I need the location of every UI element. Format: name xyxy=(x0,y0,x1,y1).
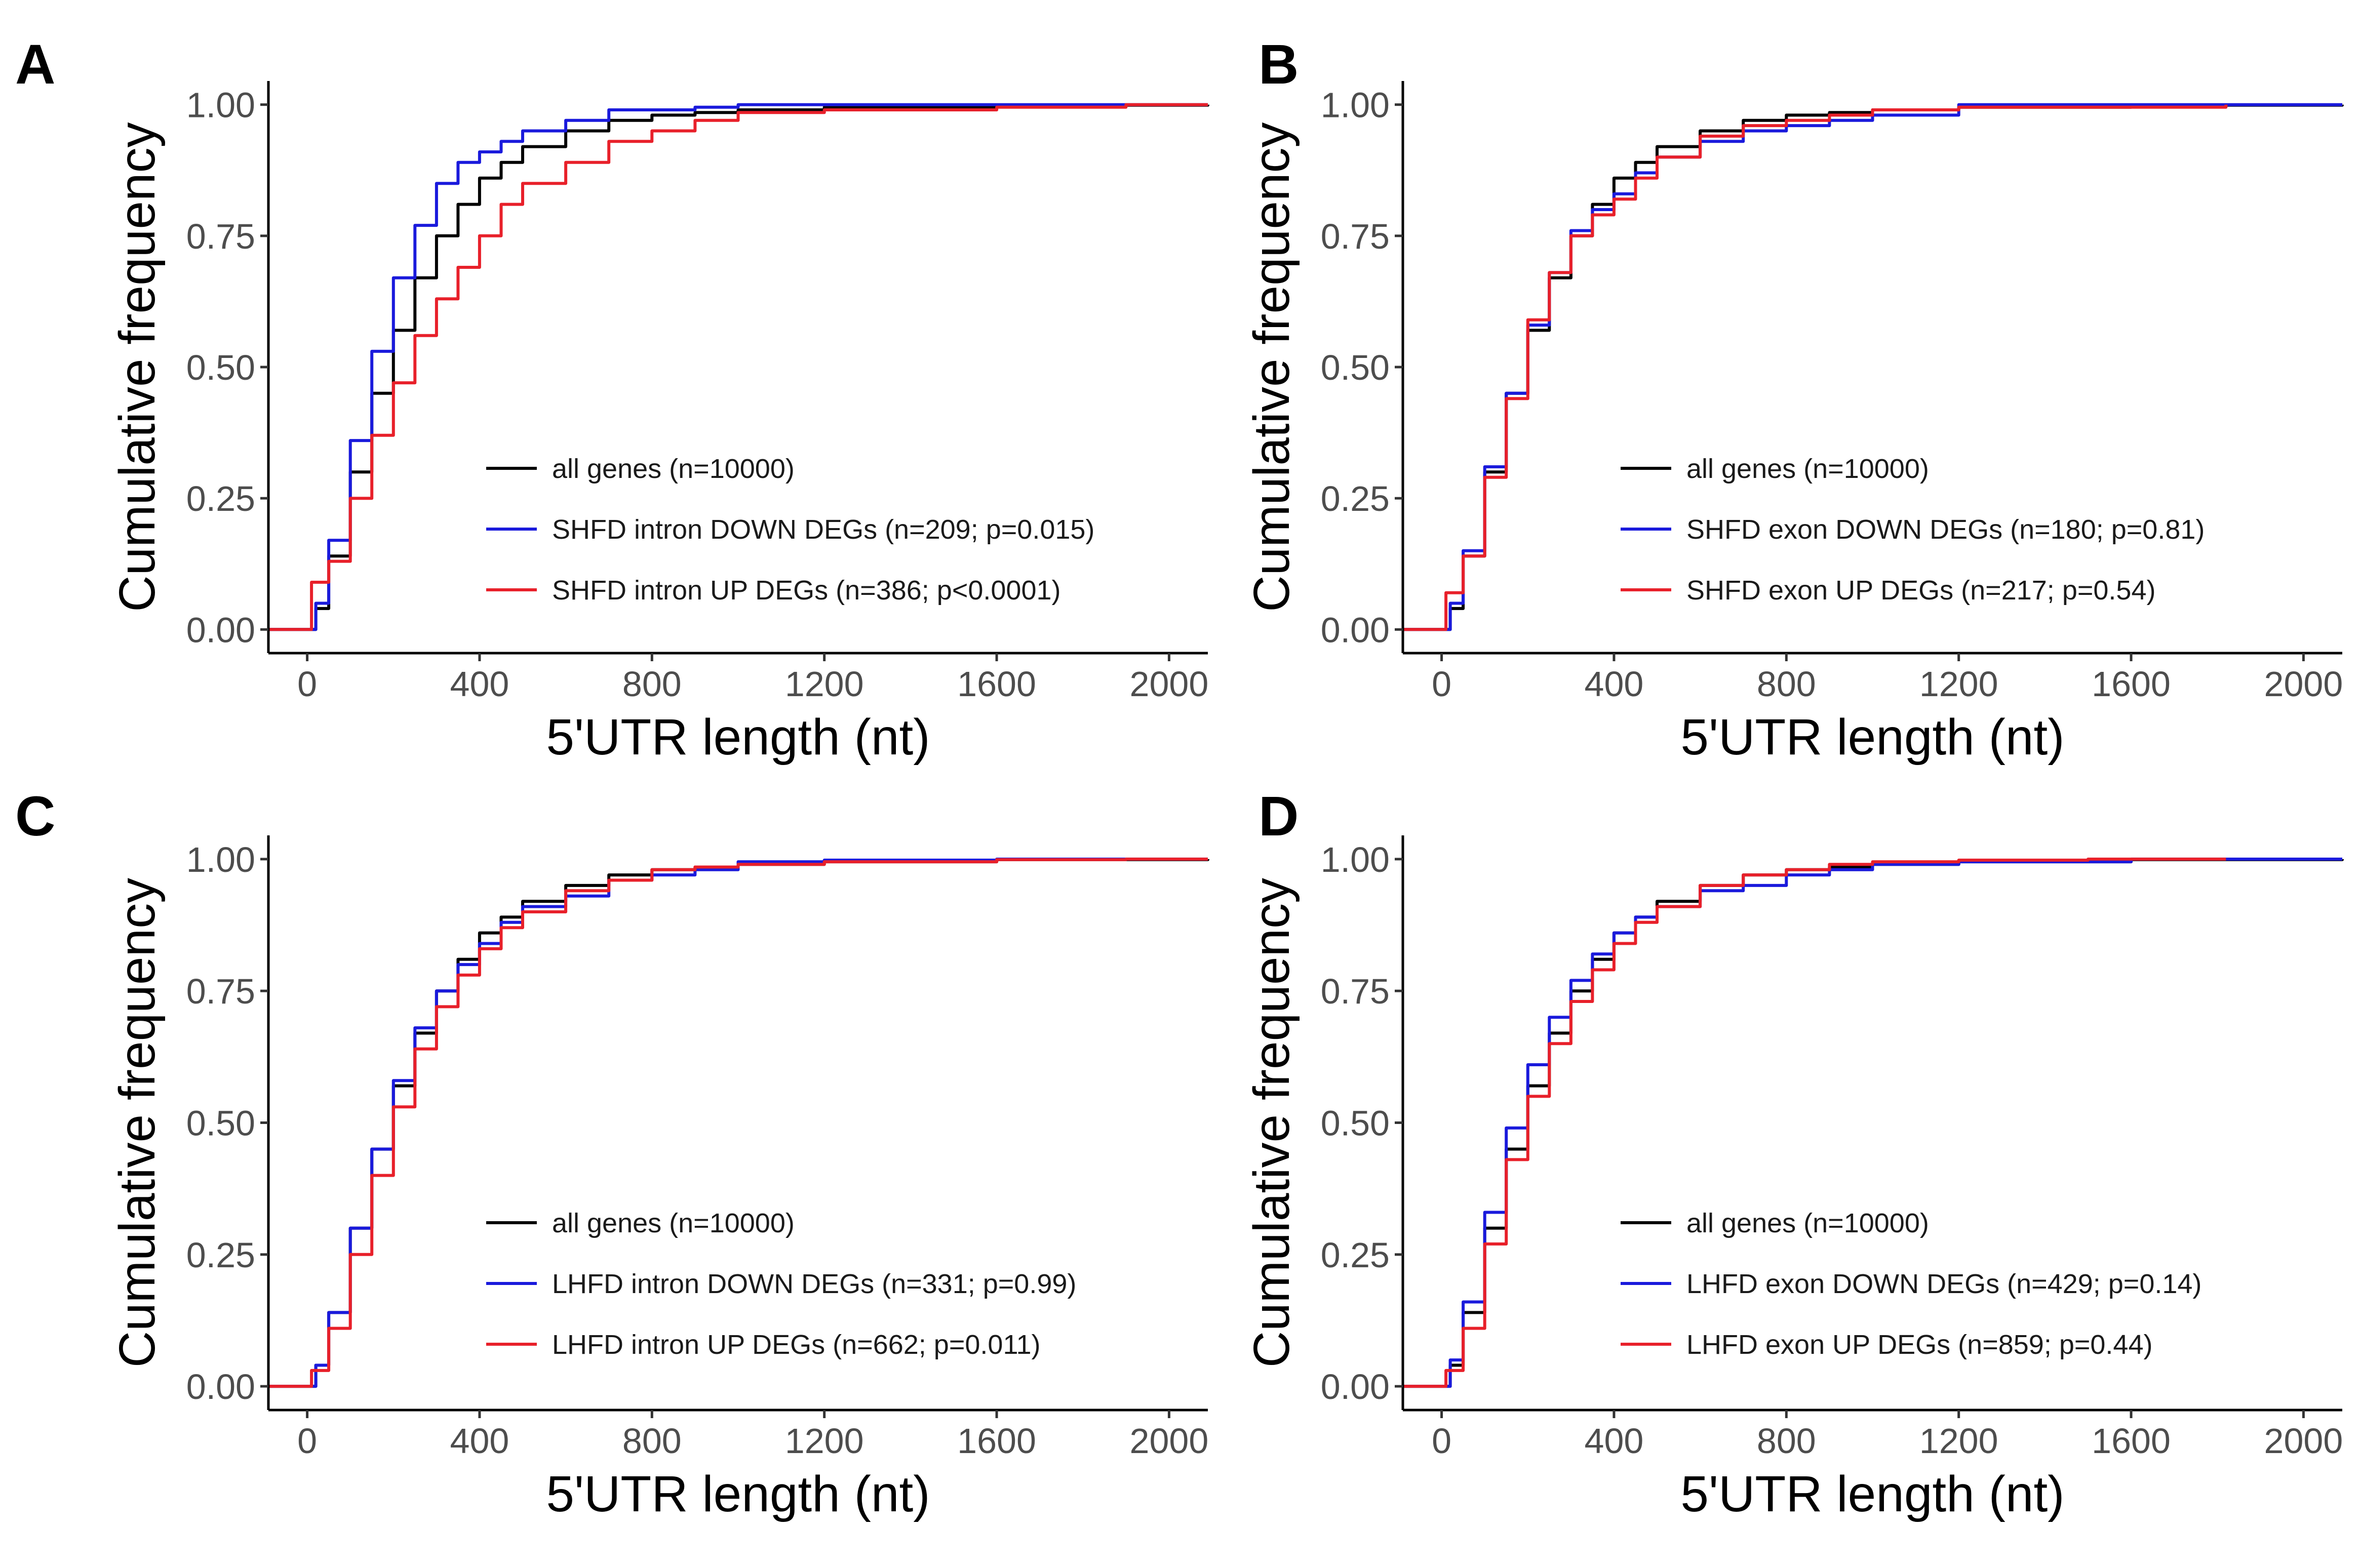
legend-label: all genes (n=10000) xyxy=(552,1208,795,1238)
x-tick-label: 1200 xyxy=(1919,664,1998,704)
x-tick-label: 800 xyxy=(622,664,682,704)
x-tick-label: 0 xyxy=(297,1421,317,1461)
y-tick-label: 0.00 xyxy=(1321,1367,1390,1406)
x-tick-label: 1200 xyxy=(1919,1421,1998,1461)
legend-label: all genes (n=10000) xyxy=(1686,1208,1929,1238)
series-line-all-genes xyxy=(268,858,1209,1388)
series-line-up-degs xyxy=(1403,857,2226,1388)
y-tick-label: 0.25 xyxy=(1321,1235,1390,1275)
x-tick-label: 800 xyxy=(1757,664,1816,704)
panel-b: B 0.00 0.25 0.50 0.75 1.00 0 400 800 1200 1600 2000… xyxy=(1243,33,2344,766)
x-tick-label: 0 xyxy=(1432,664,1451,704)
y-tick-label: 0.25 xyxy=(1321,479,1390,518)
y-tick-label: 1.00 xyxy=(1321,840,1390,879)
x-axis-title: 5'UTR length (nt) xyxy=(546,709,930,766)
series-line-down-degs xyxy=(1403,103,2342,631)
legend: all genes (n=10000) LHFD exon DOWN DEGs (… xyxy=(1621,1208,2201,1360)
y-tick-label: 0.50 xyxy=(1321,1104,1390,1143)
x-tick-label: 1600 xyxy=(957,1421,1036,1461)
panel-letter: C xyxy=(15,785,55,848)
x-tick-label: 400 xyxy=(450,1421,509,1461)
series-line-up-degs xyxy=(268,857,1208,1388)
x-axis-title: 5'UTR length (nt) xyxy=(546,1466,930,1522)
legend-label: SHFD exon DOWN DEGs (n=180; p=0.81) xyxy=(1686,514,2205,545)
legend-label: SHFD intron UP DEGs (n=386; p<0.0001) xyxy=(552,575,1061,606)
x-tick-label: 800 xyxy=(1757,1421,1816,1461)
y-tick-label: 0.25 xyxy=(186,1235,255,1275)
legend-label: LHFD exon DOWN DEGs (n=429; p=0.14) xyxy=(1686,1269,2201,1299)
y-tick-label: 0.75 xyxy=(186,972,255,1011)
series-line-down-degs xyxy=(268,103,1208,631)
y-axis-title: Cumulative frequency xyxy=(1243,878,1300,1368)
legend-label: LHFD intron DOWN DEGs (n=331; p=0.99) xyxy=(552,1269,1076,1299)
series-line-up-degs xyxy=(1403,104,2228,631)
x-axis-title: 5'UTR length (nt) xyxy=(1680,709,2064,766)
legend-label: all genes (n=10000) xyxy=(1686,454,1929,484)
series-line-down-degs xyxy=(268,857,1208,1388)
legend-label: LHFD intron UP DEGs (n=662; p=0.011) xyxy=(552,1330,1041,1360)
series-line-all-genes xyxy=(1403,858,2344,1388)
y-tick-label: 0.50 xyxy=(186,1104,255,1143)
y-axis-title: Cumulative frequency xyxy=(109,878,166,1368)
x-tick-label: 1600 xyxy=(2092,664,2171,704)
y-tick-label: 0.75 xyxy=(1321,972,1390,1011)
y-tick-label: 0.75 xyxy=(186,217,255,256)
panel-letter: A xyxy=(15,33,55,96)
legend: all genes (n=10000) LHFD intron DOWN DEGs… xyxy=(486,1208,1076,1360)
panel-letter: B xyxy=(1258,33,1299,96)
x-tick-label: 2000 xyxy=(2264,664,2343,704)
x-tick-label: 1600 xyxy=(2092,1421,2171,1461)
panel-a: A 0.00 0.25 0.50 0.75 1.00 0 400 800 1200 1600 2000… xyxy=(15,33,1209,766)
legend-label: LHFD exon UP DEGs (n=859; p=0.44) xyxy=(1686,1330,2152,1360)
y-tick-label: 0.00 xyxy=(186,1367,255,1406)
x-tick-label: 400 xyxy=(1585,664,1644,704)
panel-d: D 0.00 0.25 0.50 0.75 1.00 0 400 800 1200 1600 2000… xyxy=(1243,785,2344,1522)
legend: all genes (n=10000) SHFD exon DOWN DEGs (… xyxy=(1621,454,2205,606)
y-tick-label: 0.75 xyxy=(1321,217,1390,256)
y-tick-label: 0.50 xyxy=(186,348,255,387)
y-tick-label: 0.25 xyxy=(186,479,255,518)
x-tick-label: 1600 xyxy=(957,664,1036,704)
x-tick-label: 0 xyxy=(297,664,317,704)
x-tick-label: 400 xyxy=(450,664,509,704)
panel-letter: D xyxy=(1258,785,1299,848)
legend: all genes (n=10000) SHFD intron DOWN DEGs… xyxy=(486,454,1094,606)
x-tick-label: 800 xyxy=(622,1421,682,1461)
y-tick-label: 1.00 xyxy=(186,840,255,879)
y-axis-title: Cumulative frequency xyxy=(109,122,166,612)
series-line-all-genes xyxy=(1403,103,2344,631)
x-tick-label: 400 xyxy=(1585,1421,1644,1461)
x-tick-label: 2000 xyxy=(1130,664,1209,704)
panel-c: C 0.00 0.25 0.50 0.75 1.00 0 400 800 1200 1600 2000… xyxy=(15,785,1209,1522)
y-tick-label: 1.00 xyxy=(186,86,255,125)
series-line-all-genes xyxy=(268,103,1209,631)
series-line-down-degs xyxy=(1403,857,2342,1388)
y-tick-label: 1.00 xyxy=(1321,86,1390,125)
y-axis-title: Cumulative frequency xyxy=(1243,122,1300,612)
y-tick-label: 0.00 xyxy=(186,610,255,650)
x-tick-label: 2000 xyxy=(1130,1421,1209,1461)
legend-label: all genes (n=10000) xyxy=(552,454,795,484)
x-tick-label: 1200 xyxy=(785,664,864,704)
x-axis-title: 5'UTR length (nt) xyxy=(1680,1466,2064,1522)
y-tick-label: 0.50 xyxy=(1321,348,1390,387)
legend-label: SHFD intron DOWN DEGs (n=209; p=0.015) xyxy=(552,514,1094,545)
x-tick-label: 2000 xyxy=(2264,1421,2343,1461)
x-tick-label: 1200 xyxy=(785,1421,864,1461)
series-line-up-degs xyxy=(268,103,1208,631)
x-tick-label: 0 xyxy=(1432,1421,1451,1461)
legend-label: SHFD exon UP DEGs (n=217; p=0.54) xyxy=(1686,575,2155,606)
y-tick-label: 0.00 xyxy=(1321,610,1390,650)
